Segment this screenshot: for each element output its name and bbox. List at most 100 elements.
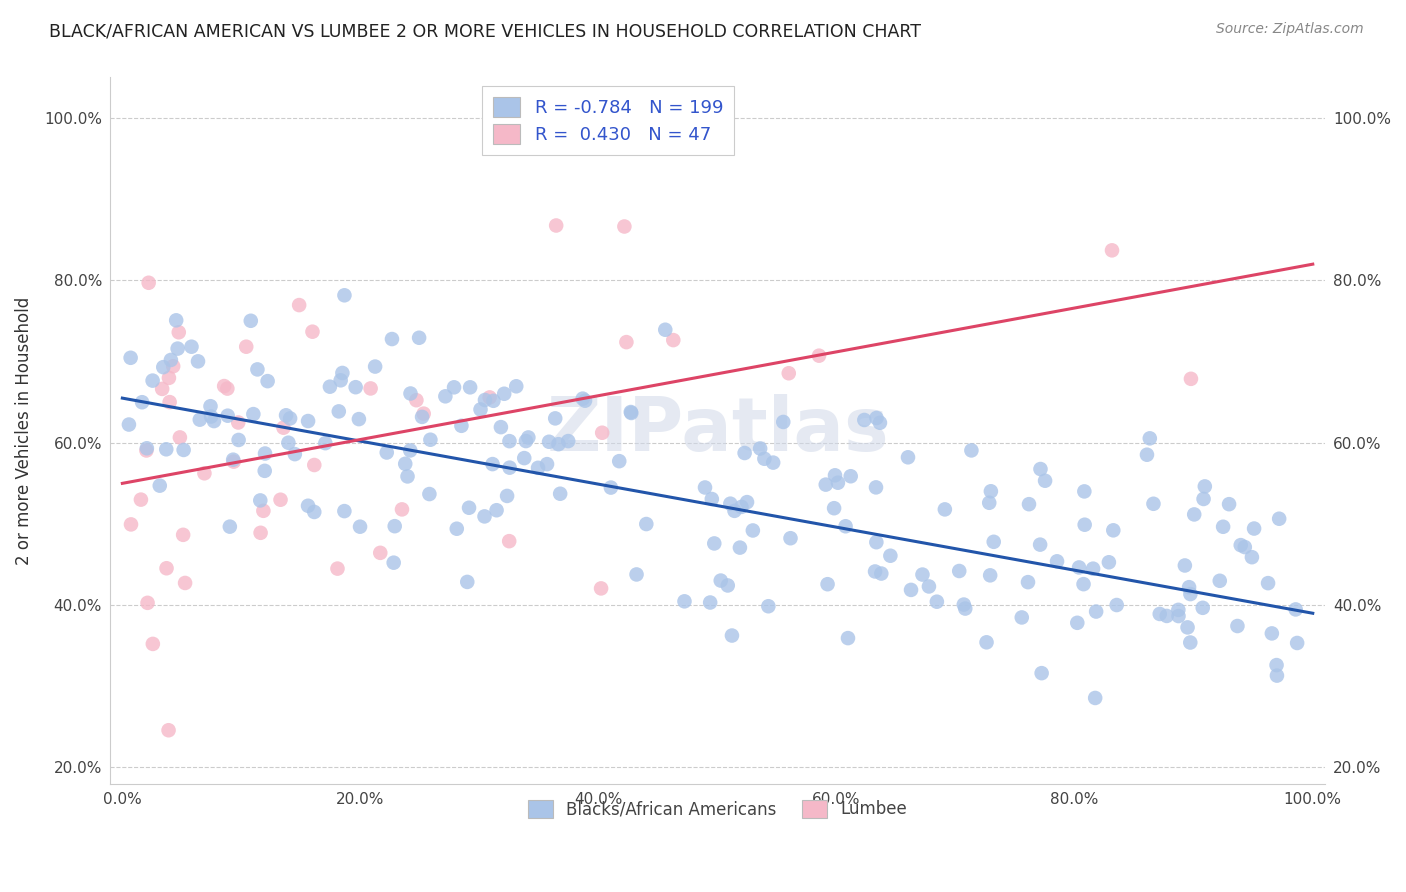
Point (717, 578, 740, 592)
Point (1180, 587, 1202, 601)
Point (328, 404, 350, 418)
Point (1192, 491, 1215, 506)
Point (616, 335, 638, 350)
Point (1156, 609, 1178, 624)
Point (270, 492, 292, 507)
Point (735, 495, 758, 509)
Point (1101, 244, 1123, 258)
Point (118, 417, 141, 432)
Point (160, 353, 183, 368)
Point (120, 517, 142, 532)
Point (235, 340, 257, 354)
Point (180, 340, 202, 354)
Point (456, 574, 478, 589)
Point (636, 516, 658, 531)
Point (1191, 600, 1213, 615)
Point (274, 409, 297, 423)
Point (222, 455, 245, 469)
Point (157, 371, 180, 385)
Point (136, 596, 159, 610)
Point (865, 411, 887, 425)
Point (344, 380, 367, 394)
Point (481, 457, 503, 471)
Point (1194, 479, 1216, 493)
Point (375, 445, 398, 459)
Point (489, 420, 512, 434)
Point (699, 595, 721, 609)
Legend: Blacks/African Americans, Lumbee: Blacks/African Americans, Lumbee (522, 793, 914, 825)
Point (304, 458, 326, 472)
Point (450, 418, 472, 433)
Point (1073, 484, 1095, 499)
Point (863, 565, 886, 579)
Point (865, 480, 887, 494)
Point (1265, 668, 1288, 682)
Point (446, 522, 468, 536)
Point (284, 447, 307, 461)
Point (412, 407, 434, 421)
Point (494, 386, 516, 401)
Point (288, 298, 311, 312)
Point (505, 379, 527, 393)
Point (517, 430, 540, 444)
Point (498, 434, 520, 449)
Point (527, 460, 550, 475)
Point (976, 635, 998, 649)
Point (443, 380, 465, 394)
Point (1180, 372, 1202, 386)
Text: ZIPatlas: ZIPatlas (547, 394, 889, 467)
Point (253, 464, 276, 478)
Point (482, 393, 505, 408)
Point (187, 354, 209, 368)
Point (399, 386, 422, 401)
Point (1149, 607, 1171, 621)
Point (1073, 517, 1095, 532)
Point (710, 574, 733, 588)
Point (718, 497, 741, 511)
Point (217, 382, 239, 396)
Point (242, 407, 264, 421)
Point (823, 501, 845, 516)
Point (166, 342, 188, 356)
Point (254, 446, 277, 460)
Point (129, 492, 152, 507)
Point (218, 519, 240, 533)
Point (172, 528, 194, 542)
Point (155, 442, 177, 457)
Point (188, 412, 211, 426)
Point (536, 457, 558, 471)
Point (249, 493, 271, 508)
Point (1136, 448, 1159, 462)
Point (157, 723, 180, 738)
Point (419, 433, 441, 447)
Point (1029, 462, 1052, 476)
Point (654, 323, 676, 337)
Point (1066, 615, 1088, 630)
Point (360, 381, 382, 395)
Point (591, 582, 613, 596)
Point (1243, 522, 1265, 536)
Point (955, 601, 977, 615)
Point (837, 631, 859, 645)
Point (496, 489, 519, 503)
Point (853, 413, 876, 427)
Point (1268, 512, 1291, 526)
Point (1046, 554, 1069, 568)
Point (498, 534, 520, 549)
Point (418, 487, 440, 501)
Point (399, 443, 422, 458)
Point (960, 443, 983, 458)
Point (1233, 540, 1256, 554)
Point (557, 434, 579, 448)
Point (333, 504, 356, 518)
Point (212, 379, 235, 393)
Point (1142, 497, 1164, 511)
Point (1098, 555, 1121, 569)
Point (758, 599, 780, 614)
Point (384, 519, 406, 533)
Point (1105, 598, 1128, 612)
Point (458, 380, 481, 394)
Point (434, 389, 457, 403)
Point (911, 567, 934, 582)
Point (200, 399, 222, 413)
